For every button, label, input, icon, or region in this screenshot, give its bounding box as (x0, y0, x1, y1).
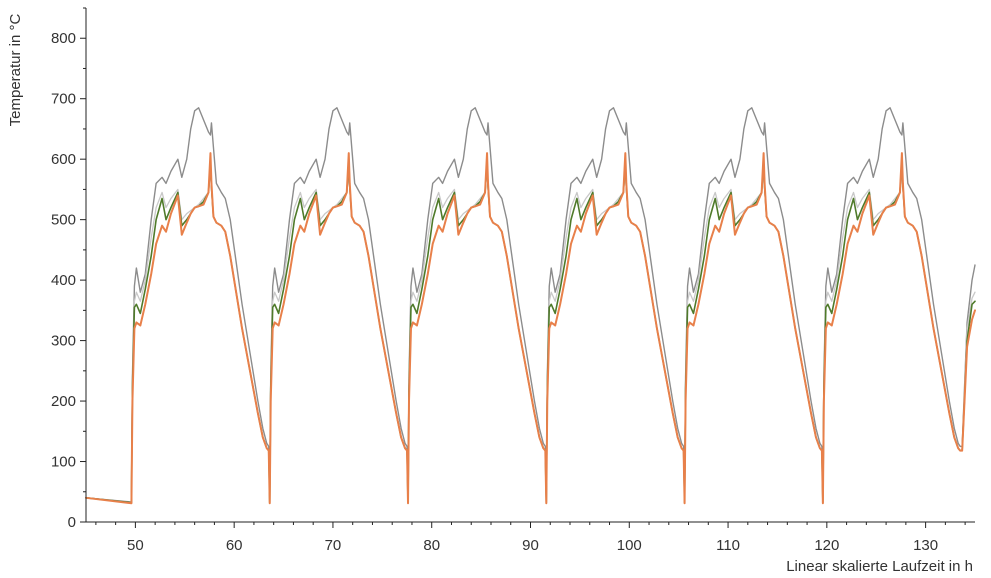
y-tick-label: 500 (51, 212, 76, 229)
series-line-3 (85, 161, 976, 504)
x-tick-label: 120 (814, 537, 839, 554)
series-line-2 (85, 170, 976, 504)
x-tick-label: 100 (617, 537, 642, 554)
y-tick-label: 0 (68, 514, 76, 531)
y-tick-label: 600 (51, 151, 76, 168)
x-axis-title: Linear skalierte Laufzeit in h (786, 558, 973, 575)
y-tick-label: 800 (51, 30, 76, 47)
x-tick-label: 70 (325, 537, 342, 554)
y-tick-label: 100 (51, 454, 76, 471)
series-layer (85, 107, 976, 505)
y-tick-label: 300 (51, 333, 76, 350)
series-line-4 (85, 152, 976, 505)
y-tick-label: 700 (51, 91, 76, 108)
x-tick-label: 50 (127, 537, 144, 554)
y-tick-label: 200 (51, 393, 76, 410)
ticks-layer: 0 100 200 300 400 500 600 700 800 50 60 70 80 90 100 11… (51, 7, 966, 554)
x-tick-label: 90 (522, 537, 539, 554)
y-tick-label: 400 (51, 272, 76, 289)
x-tick-label: 80 (423, 537, 440, 554)
series-line-1 (85, 107, 976, 503)
x-tick-label: 110 (716, 537, 740, 554)
x-tick-label: 60 (226, 537, 243, 554)
x-tick-label: 130 (913, 537, 938, 554)
y-axis-title: Temperatur in °C (7, 13, 24, 126)
